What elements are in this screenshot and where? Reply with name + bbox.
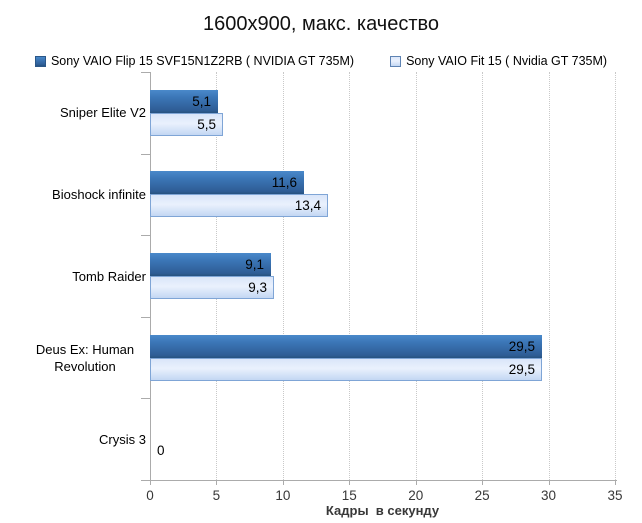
gridline (482, 72, 484, 480)
category-label: Deus Ex: Human Revolution (35, 342, 135, 374)
bar-value-label: 0 (157, 443, 165, 458)
legend-item: Sony VAIO Fit 15 ( Nvidia GT 735M) (390, 54, 607, 68)
value-axis-line (141, 480, 617, 481)
category-axis-tick (141, 235, 150, 236)
x-tick-label: 10 (275, 488, 291, 503)
x-axis-tick (216, 481, 218, 485)
bar (150, 113, 223, 136)
bar-value-label: 5,1 (192, 94, 211, 109)
legend-label: Sony VAIO Fit 15 ( Nvidia GT 735M) (406, 54, 608, 68)
chart-title: 1600x900, макс. качество (202, 13, 440, 35)
bar (150, 90, 218, 113)
bar-value-label: 11,6 (271, 175, 297, 190)
category-axis-tick (141, 398, 150, 399)
bar (150, 253, 271, 276)
x-tick-label: 0 (146, 488, 154, 503)
category-label: Sniper Elite V2 (60, 105, 146, 120)
category-axis-tick (141, 72, 150, 73)
plot-area: 5,1 5,5 11,6 13,4 9,1 9,3 29,5 29,5 0 (150, 72, 616, 480)
x-axis-tick (349, 481, 351, 485)
x-tick-label: 20 (408, 488, 424, 503)
category-axis-tick (141, 154, 150, 155)
x-axis-tick (548, 481, 550, 485)
gridline (415, 72, 417, 480)
category-axis-tick (141, 317, 150, 318)
category-label: Bioshock infinite (52, 187, 146, 202)
gridline (615, 72, 616, 480)
legend-item: Sony VAIO Flip 15 SVF15N1Z2RB ( NVIDIA G… (34, 54, 355, 68)
gridline (349, 72, 351, 480)
legend-label: Sony VAIO Flip 15 SVF15N1Z2RB ( NVIDIA G… (50, 54, 355, 68)
bar-value-label: 5,5 (197, 117, 216, 132)
gridline (282, 72, 284, 480)
x-axis-tick (615, 481, 616, 485)
bar-value-label: 29,5 (508, 362, 535, 377)
bar-value-label: 29,5 (508, 339, 535, 354)
x-axis-tick (282, 481, 284, 485)
x-tick-label: 25 (474, 488, 490, 503)
x-axis-title: Кадры в секунду (325, 503, 440, 518)
x-tick-label: 35 (607, 488, 623, 503)
x-tick-label: 15 (341, 488, 357, 503)
bar-value-label: 9,3 (248, 280, 267, 295)
category-label: Tomb Raider (72, 269, 146, 284)
bar (150, 194, 328, 217)
legend-swatch-icon (34, 55, 46, 67)
bar (150, 335, 542, 358)
x-tick-label: 5 (212, 488, 221, 503)
bar (150, 358, 542, 381)
gridline (548, 72, 550, 480)
x-axis-tick (150, 481, 151, 485)
x-axis-tick (415, 481, 417, 485)
bar (150, 171, 304, 194)
x-tick-label: 30 (541, 488, 557, 503)
category-label: Crysis 3 (99, 432, 146, 447)
bar-value-label: 13,4 (294, 198, 321, 213)
bar (150, 276, 274, 299)
legend-swatch-icon (390, 55, 402, 67)
legend: Sony VAIO Flip 15 SVF15N1Z2RB ( NVIDIA G… (0, 53, 642, 69)
x-axis-tick (482, 481, 484, 485)
bar-value-label: 9,1 (245, 257, 264, 272)
category-axis-tick (141, 480, 150, 481)
